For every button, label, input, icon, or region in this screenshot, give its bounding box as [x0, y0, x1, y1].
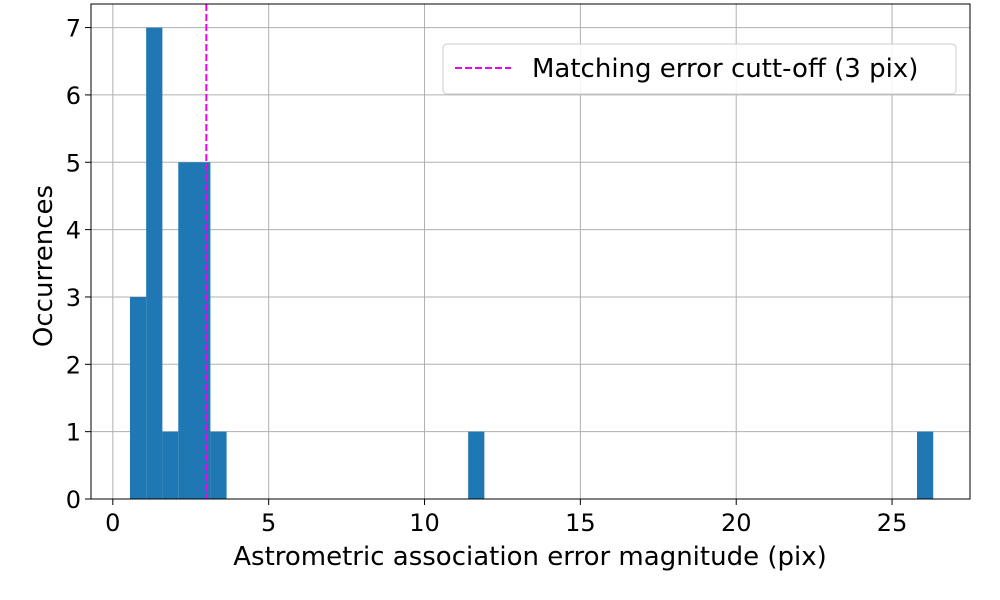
x-tick-label: 25	[877, 509, 908, 537]
histogram-bars	[129, 27, 934, 499]
grid-lines	[91, 4, 970, 500]
x-tick-label: 15	[565, 509, 596, 537]
histogram-bar	[162, 431, 179, 499]
legend: Matching error cutt-off (3 pix)	[442, 43, 957, 95]
plot-frame	[90, 3, 971, 500]
x-axis-ticks: 0 5 10 15 20 25	[105, 499, 907, 537]
histogram-bar	[129, 296, 147, 499]
x-tick-label: 20	[721, 509, 752, 537]
y-tick-label: 7	[66, 15, 81, 43]
histogram-bar	[178, 162, 211, 499]
legend-label: Matching error cutt-off (3 pix)	[532, 54, 918, 84]
histogram-bar	[210, 431, 227, 499]
y-tick-label: 2	[66, 351, 81, 379]
histogram-bar	[468, 431, 485, 499]
histogram-bar	[917, 431, 934, 499]
x-tick-label: 5	[261, 509, 276, 537]
x-axis-label: Astrometric association error magnitude …	[233, 542, 827, 572]
histogram-bar	[146, 27, 163, 499]
y-tick-label: 3	[66, 284, 81, 312]
y-tick-label: 1	[66, 419, 81, 447]
y-tick-label: 0	[66, 486, 81, 514]
x-tick-label: 0	[105, 509, 120, 537]
y-tick-label: 4	[66, 217, 81, 245]
legend-box	[442, 43, 957, 95]
y-tick-label: 5	[66, 149, 81, 177]
y-axis-label: Occurrences	[29, 185, 59, 347]
y-tick-label: 6	[66, 82, 81, 110]
x-tick-label: 10	[409, 509, 440, 537]
y-axis-ticks: 0 1 2 3 4 5 6 7	[66, 15, 91, 514]
